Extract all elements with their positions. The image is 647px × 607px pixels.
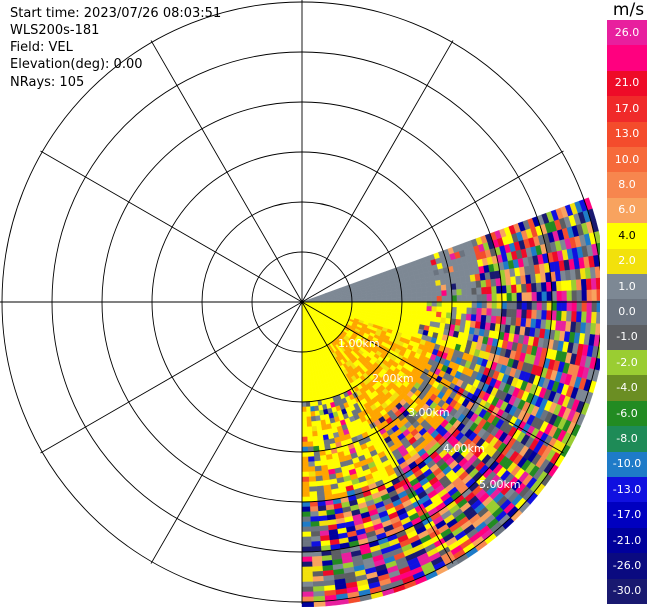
colorbar-segment xyxy=(607,553,647,580)
colorbar: 26.0 21.0 17.0 13.0 10.0 8.0 6.0 4.0 2.0 1.0 0.0 -1… xyxy=(607,20,647,605)
colorbar-segment xyxy=(607,20,647,46)
colorbar-label: -13.0 xyxy=(612,482,642,496)
colorbar-label: 0.0 xyxy=(618,305,636,318)
azimuth-spoke xyxy=(301,150,564,303)
colorbar-label: -8.0 xyxy=(616,431,638,445)
colorbar-label: -10.0 xyxy=(612,457,642,471)
colorbar-segment xyxy=(607,578,647,605)
azimuth-spoke xyxy=(301,301,564,454)
colorbar-label: 10.0 xyxy=(614,152,640,166)
range-ring-labels: 1.00km 2.00km 3.00km 4.00km 5.00km xyxy=(338,337,521,491)
colorbar-label: 26.0 xyxy=(614,25,640,39)
colorbar-segment xyxy=(607,324,647,351)
range-label-4km: 4.00km xyxy=(443,442,485,455)
colorbar-segment xyxy=(607,197,647,224)
colorbar-segment xyxy=(607,299,647,326)
colorbar-segment xyxy=(607,350,647,376)
colorbar-label: 17.0 xyxy=(614,101,640,115)
colorbar-segment xyxy=(607,502,647,529)
azimuth-spoke xyxy=(40,301,303,454)
colorbar-segment xyxy=(607,273,647,300)
azimuth-spoke xyxy=(301,301,454,564)
colorbar-segment xyxy=(607,121,647,148)
colorbar-label: 21.0 xyxy=(614,76,640,90)
elevation-text: Elevation(deg): 0.00 xyxy=(10,57,143,72)
colorbar-segment xyxy=(607,248,647,275)
colorbar-label: -1.0 xyxy=(616,330,638,344)
colorbar-label: 1.0 xyxy=(618,279,636,293)
colorbar-segment xyxy=(607,45,647,72)
colorbar-unit: m/s xyxy=(612,0,645,20)
colorbar-segment xyxy=(607,477,647,503)
colorbar-label: -2.0 xyxy=(616,355,638,369)
nrays-text: NRays: 105 xyxy=(10,75,85,90)
azimuth-spoke xyxy=(150,40,303,303)
range-label-2km: 2.00km xyxy=(372,372,414,385)
range-label-5km: 5.00km xyxy=(479,478,521,491)
colorbar-label: 6.0 xyxy=(618,203,636,217)
colorbar-label: -6.0 xyxy=(616,406,638,420)
colorbar-segment xyxy=(607,172,647,199)
instrument-text: WLS200s-181 xyxy=(10,23,100,38)
start-time-text: Start time: 2023/07/26 08:03:51 xyxy=(10,6,222,21)
colorbar-segment xyxy=(607,223,647,250)
azimuth-spoke xyxy=(301,40,454,303)
colorbar-segment xyxy=(607,146,647,173)
colorbar-label: -21.0 xyxy=(612,533,642,547)
colorbar-segment xyxy=(607,70,647,97)
field-text: Field: VEL xyxy=(10,40,73,55)
velocity-data-layer xyxy=(301,197,600,607)
azimuth-spoke xyxy=(150,301,303,564)
colorbar-segment xyxy=(607,426,647,453)
azimuth-spoke xyxy=(40,150,303,303)
colorbar-label: 2.0 xyxy=(618,254,636,268)
range-label-3km: 3.00km xyxy=(408,406,450,419)
ppi-plot: 1.00km 2.00km 3.00km 4.00km 5.00km xyxy=(0,0,600,607)
range-label-1km: 1.00km xyxy=(338,337,380,350)
polar-grid xyxy=(0,0,600,604)
colorbar-label: -26.0 xyxy=(612,558,642,572)
colorbar-label: 4.0 xyxy=(618,228,636,242)
colorbar-segment xyxy=(607,375,647,402)
colorbar-label: -4.0 xyxy=(616,381,638,395)
colorbar-segment xyxy=(607,400,647,427)
colorbar-segment xyxy=(607,96,647,123)
colorbar-label: -30.0 xyxy=(612,584,642,598)
colorbar-label: 13.0 xyxy=(614,127,640,141)
colorbar-label: 8.0 xyxy=(618,178,636,192)
colorbar-segment xyxy=(607,451,647,478)
colorbar-segment xyxy=(607,527,647,554)
colorbar-label: -17.0 xyxy=(612,508,642,522)
